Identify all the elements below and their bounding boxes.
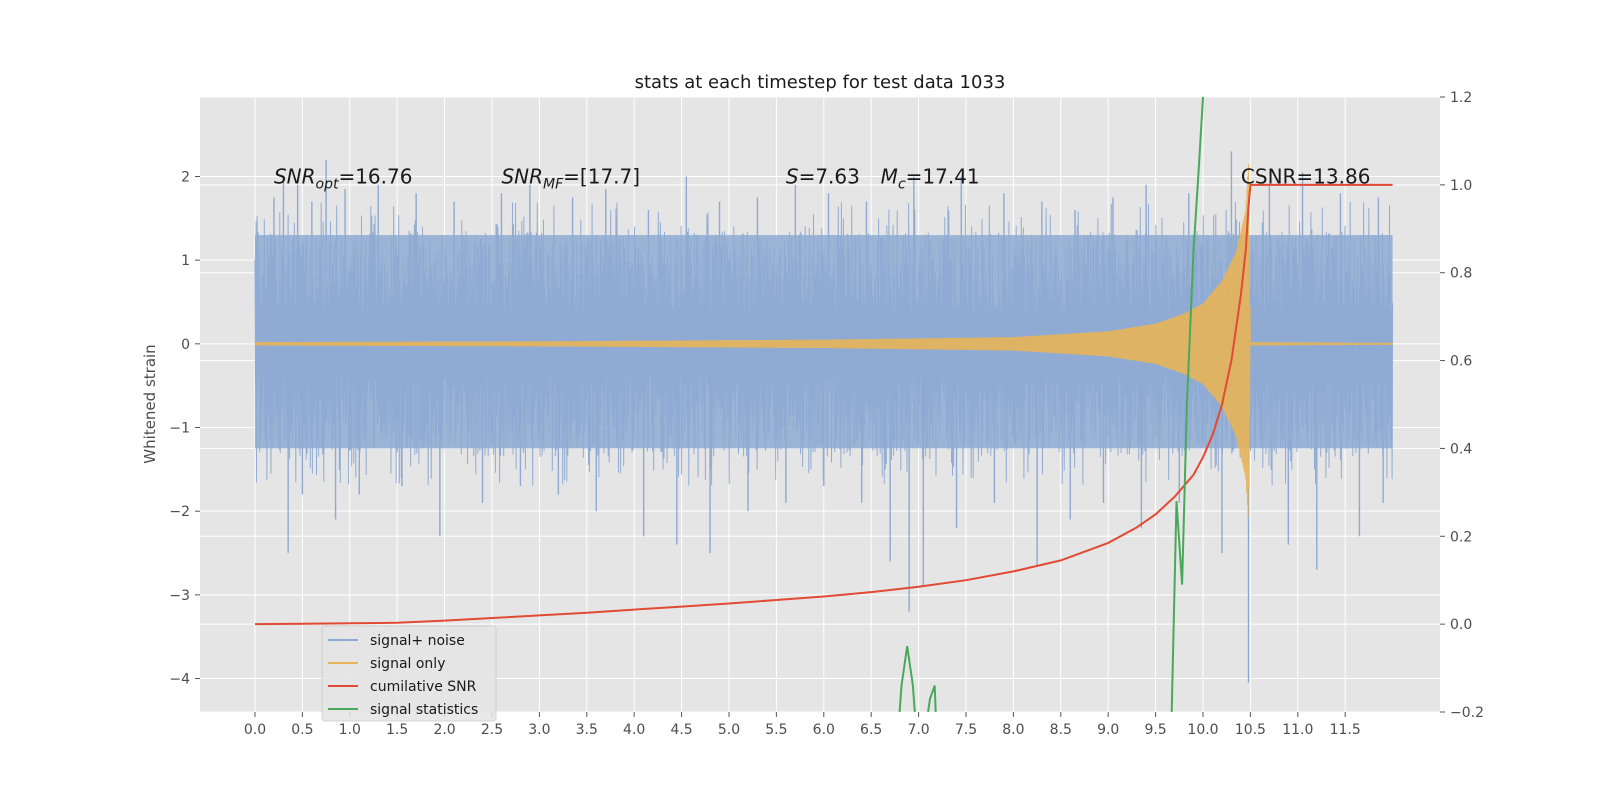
y-tick-label: 1: [181, 253, 190, 269]
csnr-line: [254, 183, 1393, 626]
stat-line: [927, 685, 937, 713]
csnr-series: [254, 183, 1393, 626]
annotations: SNRopt=16.76 SNRMF=[17.7] S=7.63 Mc=17.41 CS…: [274, 164, 1371, 192]
x-tick-label: 8.5: [1050, 722, 1072, 738]
legend-box: [321, 625, 497, 722]
x-tick-label: 3.0: [528, 722, 550, 738]
x-tick-label: 5.0: [718, 722, 740, 738]
x-tick-label: 10.5: [1235, 722, 1266, 738]
x-tick-label: 9.0: [1097, 722, 1119, 738]
y-axis-left: −4 −3 −2 −1 0 1 2: [169, 169, 200, 688]
legend-label: signal statistics: [370, 702, 478, 718]
x-axis: 0.0 0.5 1.0 1.5 2.0 2.5 3.0 3.5 4.0 4.5 5.0 5.5 6.0 6…: [244, 712, 1361, 738]
x-tick-label: 6.0: [813, 722, 835, 738]
chart-title: stats at each timestep for test data 103…: [635, 72, 1006, 93]
x-tick-label: 7.5: [955, 722, 977, 738]
y2-tick-label: 0.4: [1450, 441, 1472, 457]
x-tick-label: 2.0: [433, 722, 455, 738]
y-axis-right: −0.2 0.0 0.2 0.4 0.6 0.8 1.0 1.2: [1440, 90, 1484, 721]
x-tick-label: 11.5: [1330, 722, 1361, 738]
x-tick-label: 11.0: [1282, 722, 1313, 738]
x-tick-label: 7.0: [907, 722, 929, 738]
annotation-text: S=7.63: [786, 164, 860, 188]
y2-tick-label: 0.0: [1450, 617, 1472, 633]
x-tick-label: 2.5: [481, 722, 503, 738]
x-tick-label: 10.0: [1187, 722, 1218, 738]
annotation-text: SNRopt=16.76: [274, 164, 413, 192]
x-tick-label: 1.5: [386, 722, 408, 738]
annotation-text: CSNR=13.86: [1241, 164, 1371, 188]
x-tick-label: 0.0: [244, 722, 266, 738]
y2-tick-label: −0.2: [1450, 705, 1484, 721]
y-axis-label: Whitened strain: [141, 344, 159, 463]
x-tick-label: 4.0: [623, 722, 645, 738]
x-tick-label: 6.5: [860, 722, 882, 738]
legend-label: cumilative SNR: [370, 679, 477, 695]
signal-series: [254, 163, 1394, 518]
y-tick-label: −3: [169, 588, 190, 604]
x-tick-label: 5.5: [765, 722, 787, 738]
y-tick-label: 2: [181, 169, 190, 185]
y-tick-label: −2: [169, 504, 190, 520]
x-tick-label: 3.5: [576, 722, 598, 738]
stat-series: [898, 96, 1204, 713]
x-tick-label: 1.0: [339, 722, 361, 738]
x-tick-label: 9.5: [1144, 722, 1166, 738]
signal-line: [254, 163, 1394, 518]
y2-tick-label: 0.8: [1450, 266, 1472, 282]
stat-line: [898, 645, 916, 713]
x-tick-label: 4.5: [670, 722, 692, 738]
legend-label: signal+ noise: [370, 633, 465, 649]
y2-tick-label: 1.0: [1450, 178, 1472, 194]
y2-tick-label: 0.2: [1450, 529, 1472, 545]
y-tick-label: −4: [169, 672, 190, 688]
y2-tick-label: 1.2: [1450, 90, 1472, 106]
x-tick-label: 8.0: [1002, 722, 1024, 738]
stat-line: [1170, 96, 1204, 713]
annotation-text: Mc=17.41: [881, 164, 980, 192]
legend-label: signal only: [370, 656, 445, 672]
y-tick-label: 0: [181, 337, 190, 353]
legend: signal+ noise signal only cumilative SNR si…: [321, 625, 497, 722]
x-tick-label: 0.5: [291, 722, 313, 738]
y-tick-label: −1: [169, 421, 190, 437]
y2-tick-label: 0.6: [1450, 354, 1472, 370]
annotation-text: SNRMF=[17.7]: [501, 164, 640, 192]
